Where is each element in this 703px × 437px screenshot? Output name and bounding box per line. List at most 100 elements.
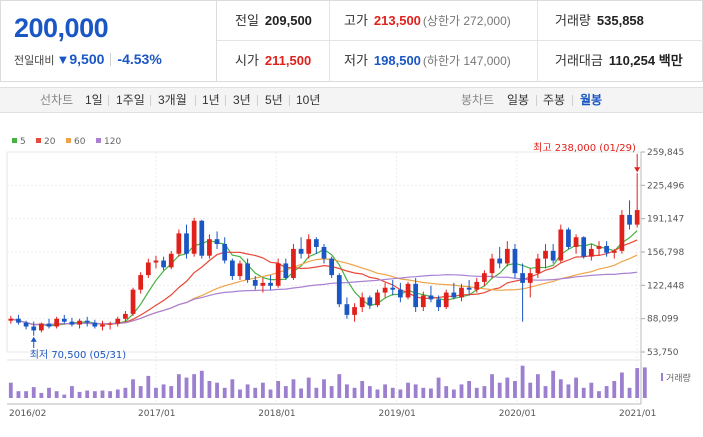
volume-bar: [451, 389, 456, 398]
candle: [382, 282, 388, 298]
candle-body: [191, 220, 197, 254]
candle: [451, 282, 457, 300]
amount-cell: 거래대금 110,254 백만: [555, 53, 683, 68]
candle: [611, 248, 617, 259]
volume-bar: [558, 379, 563, 398]
candle-body: [313, 239, 319, 247]
candle-body: [436, 299, 441, 308]
candle-body: [558, 229, 564, 261]
volume-bar: [176, 374, 181, 398]
volume-bar: [161, 384, 166, 398]
candle: [176, 229, 182, 257]
price-axis: 259,845 225,496 191,147 156,798 122,448 88,09…: [640, 148, 684, 404]
date-axis: 2016/02 2017/01 2018/01 2019/01 2020/01 2021/…: [7, 359, 656, 419]
volume-bar: [283, 386, 288, 398]
candle-body: [283, 263, 289, 279]
candle-body: [459, 287, 464, 298]
volume-bar: [642, 367, 647, 398]
volume-bar: [574, 377, 578, 398]
candle: [420, 291, 426, 311]
y-tick-label: 225,496: [647, 181, 684, 191]
candle: [459, 283, 464, 302]
volume-bar: [70, 386, 74, 398]
candle: [581, 236, 587, 259]
low-value: 198,500: [373, 53, 421, 68]
candle-body: [573, 237, 579, 247]
candle: [61, 314, 67, 324]
candle-body: [596, 245, 602, 249]
candle: [573, 234, 579, 254]
tab-1d[interactable]: 1일: [85, 93, 103, 107]
tab-3m[interactable]: 3개월: [158, 93, 187, 107]
candle-body: [237, 263, 243, 277]
volume-bar: [589, 382, 594, 398]
candle-body: [161, 260, 166, 268]
tab-5y[interactable]: 5년: [265, 93, 283, 107]
volume-bar: [421, 387, 426, 398]
tab-daily[interactable]: 일봉: [507, 93, 530, 107]
candle: [520, 263, 525, 322]
candle-body: [489, 258, 495, 274]
tab-10y[interactable]: 10년: [296, 93, 321, 107]
volume-bar: [505, 377, 510, 398]
candle-chart-label: 봉차트: [461, 93, 495, 107]
tab-3y[interactable]: 3년: [233, 93, 251, 107]
candle-body: [588, 248, 594, 257]
candle: [291, 244, 296, 280]
volume-bar: [413, 384, 418, 398]
candle: [619, 210, 625, 254]
candle: [245, 258, 250, 283]
divider: [225, 95, 226, 106]
divider: [536, 95, 537, 106]
volume-bar: [154, 387, 158, 398]
candle-body: [543, 250, 548, 259]
low-cell: 저가 198,500 (하한가 147,000): [344, 53, 511, 68]
candle-body: [115, 318, 121, 324]
candle-body: [61, 318, 67, 322]
legend-label-120: 120: [104, 137, 121, 147]
volume-label: 거래량: [666, 372, 691, 384]
candle: [229, 258, 235, 280]
tab-weekly[interactable]: 주봉: [543, 93, 566, 107]
candles: [8, 173, 640, 336]
volume-bar: [619, 372, 624, 398]
candle: [627, 200, 632, 230]
candle: [8, 315, 14, 324]
high-cell: 고가 213,500 (상한가 272,000): [344, 13, 511, 28]
volume-bar: [16, 391, 21, 398]
candle-body: [329, 258, 335, 276]
tab-monthly[interactable]: 월봉: [580, 93, 603, 107]
candle-body: [512, 248, 518, 274]
y-tick-label: 191,147: [647, 215, 684, 225]
candle-body: [184, 233, 189, 254]
volume-bar: [47, 387, 51, 398]
candle: [130, 287, 136, 316]
candle-body: [375, 292, 380, 306]
tab-1w[interactable]: 1주일: [116, 93, 145, 107]
candle: [512, 244, 518, 279]
candle-body: [214, 239, 220, 245]
volume-bar: [345, 384, 349, 398]
tab-1y[interactable]: 1년: [202, 93, 220, 107]
candle: [535, 253, 541, 279]
volume-bar: [192, 374, 197, 398]
candle: [321, 244, 327, 264]
divider: [110, 53, 112, 66]
candle-body: [268, 282, 273, 286]
candlestick-chart: 5 20 60 120 259,845 225,496 191,147 156,798 122…: [6, 137, 691, 419]
candle-body: [550, 250, 556, 261]
candle: [283, 258, 289, 280]
divider: [195, 95, 196, 106]
candle: [100, 320, 105, 331]
candle: [588, 244, 594, 261]
candle-body: [252, 279, 258, 286]
candle: [23, 320, 29, 330]
current-price: 200,000: [14, 13, 109, 43]
candle: [222, 237, 228, 264]
y-tick-label: 53,750: [647, 348, 679, 358]
candle-body: [100, 324, 105, 327]
candle-body: [16, 318, 21, 323]
volume-bar: [390, 387, 395, 398]
volume-bar: [322, 379, 326, 398]
volume-bar: [108, 391, 113, 398]
